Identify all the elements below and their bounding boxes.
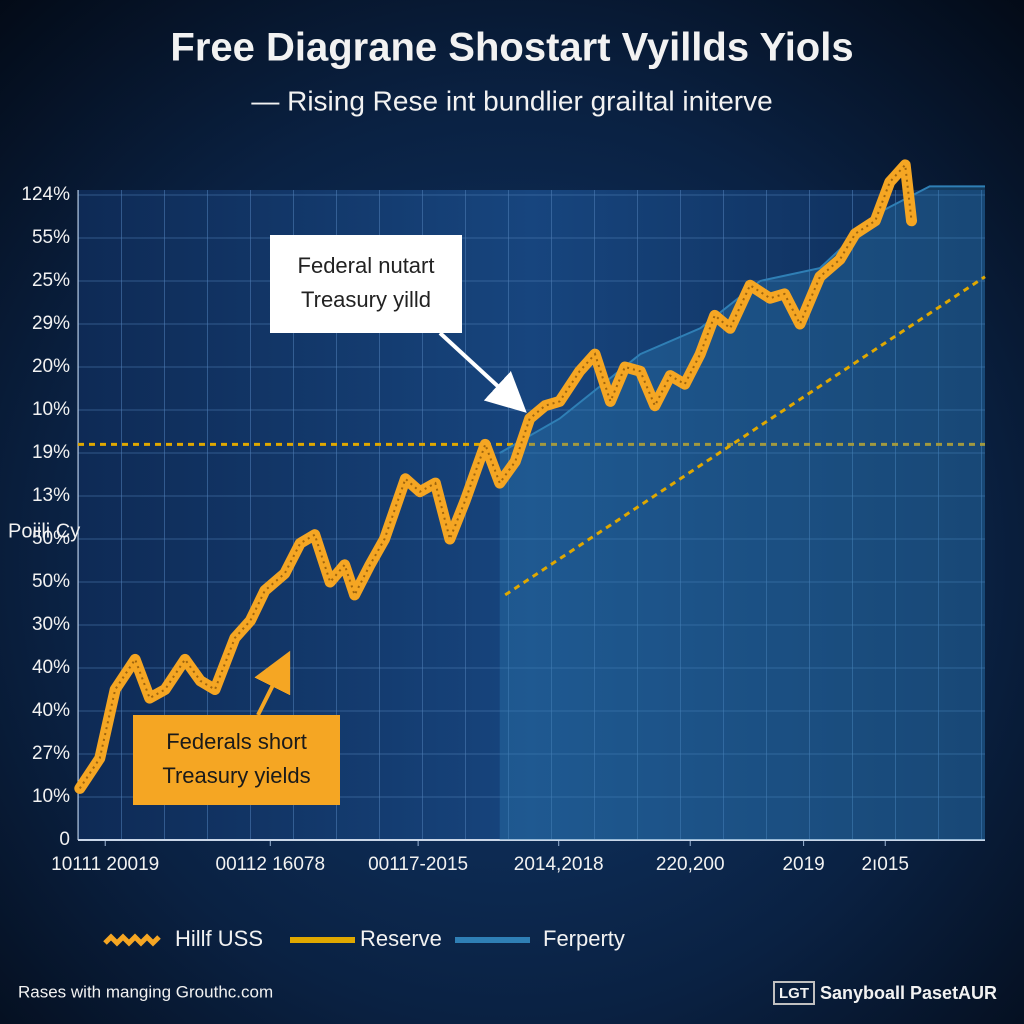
footer-right: Sanyboall PasetAUR bbox=[820, 983, 997, 1003]
annotation-text: Federals short bbox=[166, 729, 307, 754]
x-tick-label: 00112 16078 bbox=[216, 854, 326, 875]
y-tick-label: 124% bbox=[21, 184, 70, 205]
y-tick-label: 10% bbox=[32, 399, 70, 420]
y-tick-label: 40% bbox=[32, 657, 70, 678]
y-tick-label: 0 bbox=[59, 829, 70, 850]
x-tick-label: 2ı015 bbox=[861, 854, 909, 875]
y-tick-label: 25% bbox=[32, 270, 70, 291]
x-tick-label: 2014,2018 bbox=[514, 854, 604, 875]
line-texture bbox=[78, 162, 913, 789]
y-axis-label: Poiili Cy bbox=[8, 520, 80, 542]
footer-logo-box bbox=[773, 981, 815, 1005]
y-tick-label: 13% bbox=[32, 485, 70, 506]
x-tick-label: 2019 bbox=[782, 854, 824, 875]
x-tick-label: 00117-2015 bbox=[368, 854, 468, 875]
annotation-text: Treasury yields bbox=[162, 763, 310, 788]
y-tick-label: 50% bbox=[32, 528, 70, 549]
x-tick-label: 220,200 bbox=[656, 854, 725, 875]
annotation-arrow bbox=[438, 331, 527, 413]
y-tick-label: 50% bbox=[32, 571, 70, 592]
y-tick-label: 30% bbox=[32, 614, 70, 635]
chart-subtitle: — Rising Rese int bundlier graiItal init… bbox=[251, 85, 772, 116]
y-tick-label: 20% bbox=[32, 356, 70, 377]
x-tick-label: 10111 20019 bbox=[51, 854, 159, 875]
area bbox=[499, 186, 985, 840]
annotation-text: Federal nutart bbox=[298, 253, 435, 278]
y-tick-label: 40% bbox=[32, 700, 70, 721]
y-tick-label: 27% bbox=[32, 743, 70, 764]
legend-label: Hillf USS bbox=[175, 926, 263, 951]
annotation-text: Treasury yilld bbox=[301, 287, 431, 312]
annotation-box bbox=[133, 715, 340, 805]
y-tick-label: 29% bbox=[32, 313, 70, 334]
annotation-box bbox=[270, 235, 462, 333]
chart-title: Free Diagrane Shostart Vyillds Yiols bbox=[170, 26, 853, 70]
legend-label: Reserve bbox=[360, 926, 442, 951]
y-tick-label: 10% bbox=[32, 786, 70, 807]
footer-logo: LGT bbox=[779, 985, 809, 1002]
annotation-arrow bbox=[254, 650, 291, 716]
legend-swatch bbox=[103, 933, 161, 947]
y-tick-label: 55% bbox=[32, 227, 70, 248]
footer-left: Rases with manging Grouthc.com bbox=[18, 982, 273, 1001]
y-tick-label: 19% bbox=[32, 442, 70, 463]
line bbox=[504, 275, 986, 597]
legend-label: Ferperty bbox=[543, 926, 625, 951]
